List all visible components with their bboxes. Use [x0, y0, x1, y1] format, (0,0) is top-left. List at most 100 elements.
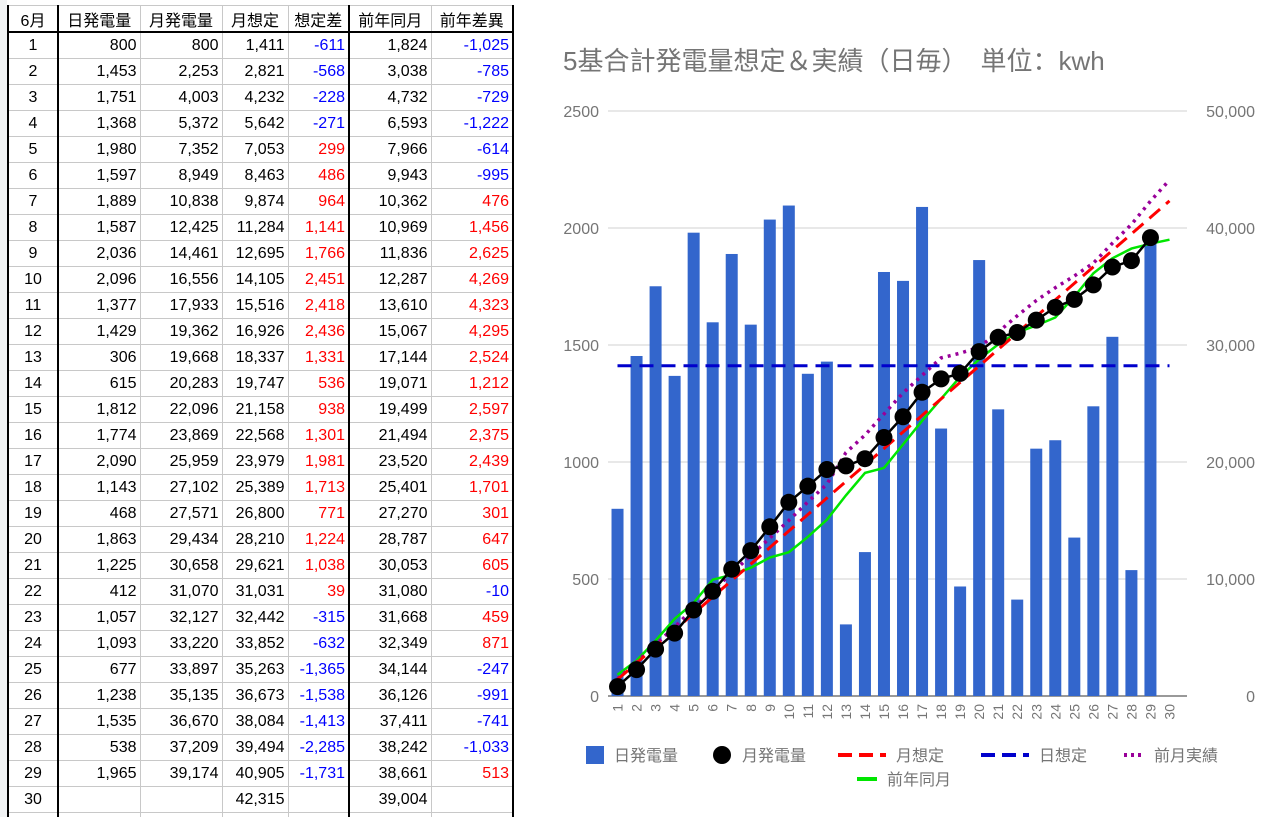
table-cell[interactable]: 2,625	[430, 240, 514, 267]
table-cell[interactable]: -632	[287, 630, 350, 657]
table-cell[interactable]: 17,933	[139, 292, 223, 319]
table-cell[interactable]: 14,105	[221, 266, 289, 293]
table-cell[interactable]: 1,701	[430, 474, 514, 501]
table-cell[interactable]: 2,418	[287, 292, 350, 319]
table-cell[interactable]: 38,661	[348, 760, 432, 787]
table-cell[interactable]: 4	[7, 110, 59, 137]
table-cell[interactable]: 12,425	[139, 214, 223, 241]
table-cell[interactable]: 800	[57, 31, 141, 59]
table-cell[interactable]: 22,096	[139, 396, 223, 423]
table-cell[interactable]: 1,368	[57, 110, 141, 137]
table-cell[interactable]: 1,141	[287, 214, 350, 241]
table-cell[interactable]: 29,621	[221, 552, 289, 579]
table-cell[interactable]: 39,004	[348, 786, 432, 813]
table-cell[interactable]: 1,812	[57, 396, 141, 423]
table-cell[interactable]: 4,269	[430, 266, 514, 293]
table-cell[interactable]: 3,038	[348, 58, 432, 85]
table-cell[interactable]: 29	[7, 760, 59, 787]
table-cell[interactable]: 1,238	[57, 682, 141, 709]
table-cell[interactable]: 871	[430, 630, 514, 657]
table-cell[interactable]: 1,965	[57, 760, 141, 787]
table-cell[interactable]: 1	[7, 31, 59, 59]
table-cell[interactable]: 16,556	[139, 266, 223, 293]
table-cell[interactable]: 2,451	[287, 266, 350, 293]
table-cell[interactable]: 2,090	[57, 448, 141, 475]
table-cell[interactable]: 22	[7, 578, 59, 605]
table-cell[interactable]: 17	[7, 448, 59, 475]
table-cell[interactable]: 39	[287, 578, 350, 605]
table-cell[interactable]: 10,969	[348, 214, 432, 241]
table-cell[interactable]: 2,253	[139, 58, 223, 85]
table-cell[interactable]: 2,375	[430, 422, 514, 449]
table-cell[interactable]: 1,889	[57, 188, 141, 215]
table-cell[interactable]: 30,658	[139, 552, 223, 579]
table-cell[interactable]: 1,980	[57, 136, 141, 163]
table-cell[interactable]: 299	[287, 136, 350, 163]
table-cell[interactable]: -2,285	[287, 734, 350, 761]
table-cell[interactable]: 468	[57, 500, 141, 527]
table-cell[interactable]: 647	[430, 526, 514, 553]
table-cell[interactable]: 14	[7, 370, 59, 397]
table-cell[interactable]: 1,057	[57, 604, 141, 631]
table-cell[interactable]: 25,389	[221, 474, 289, 501]
table-cell[interactable]: 7,053	[221, 136, 289, 163]
table-cell[interactable]: 35,263	[221, 656, 289, 683]
table-cell[interactable]	[139, 812, 223, 817]
table-cell[interactable]: 23	[7, 604, 59, 631]
table-cell[interactable]: 26,800	[221, 500, 289, 527]
table-cell[interactable]: 1,225	[57, 552, 141, 579]
table-cell[interactable]: 8,949	[139, 162, 223, 189]
table-cell[interactable]: -729	[430, 84, 514, 111]
table-cell[interactable]: 15	[7, 396, 59, 423]
table-cell[interactable]: 1,751	[57, 84, 141, 111]
table-cell[interactable]: 15,067	[348, 318, 432, 345]
table-cell[interactable]: -1,222	[430, 110, 514, 137]
table-cell[interactable]: 28	[7, 734, 59, 761]
table-cell[interactable]: 12,287	[348, 266, 432, 293]
table-cell[interactable]: 7,966	[348, 136, 432, 163]
table-cell[interactable]: 42,315	[221, 786, 289, 813]
table-cell[interactable]: 5,642	[221, 110, 289, 137]
table-cell[interactable]: 2,036	[57, 240, 141, 267]
table-cell[interactable]: 9	[7, 240, 59, 267]
table-cell[interactable]: 32,349	[348, 630, 432, 657]
table-cell[interactable]: -1,731	[287, 760, 350, 787]
table-cell[interactable]: 1,453	[57, 58, 141, 85]
table-cell[interactable]: 1,093	[57, 630, 141, 657]
table-cell[interactable]: -785	[430, 58, 514, 85]
table-cell[interactable]: 2	[7, 58, 59, 85]
table-cell[interactable]	[57, 812, 141, 817]
table-cell[interactable]: 36,670	[139, 708, 223, 735]
table-cell[interactable]: 26	[7, 682, 59, 709]
table-cell[interactable]: 4,323	[430, 292, 514, 319]
table-cell[interactable]: 25,401	[348, 474, 432, 501]
table-cell[interactable]: 1,587	[57, 214, 141, 241]
table-cell[interactable]: -995	[430, 162, 514, 189]
table-cell[interactable]: -1,365	[287, 656, 350, 683]
table-cell[interactable]: 23,869	[139, 422, 223, 449]
table-cell[interactable]: 1,774	[57, 422, 141, 449]
table-cell[interactable]: 2,436	[287, 318, 350, 345]
table-cell[interactable]: 4,232	[221, 84, 289, 111]
table-cell[interactable]: 1,143	[57, 474, 141, 501]
table-cell[interactable]: 33,897	[139, 656, 223, 683]
table-cell[interactable]	[430, 786, 514, 813]
table-cell[interactable]: 1,766	[287, 240, 350, 267]
table-cell[interactable]: -991	[430, 682, 514, 709]
table-cell[interactable]: 10	[7, 266, 59, 293]
table-cell[interactable]: 24	[7, 630, 59, 657]
table-cell[interactable]: -611	[287, 31, 350, 59]
table-cell[interactable]: 13,610	[348, 292, 432, 319]
table-cell[interactable]: 6	[7, 162, 59, 189]
table-cell[interactable]: 605	[430, 552, 514, 579]
table-cell[interactable]: 677	[57, 656, 141, 683]
table-cell[interactable]: 5	[7, 136, 59, 163]
table-cell[interactable]: 306	[57, 344, 141, 371]
table-cell[interactable]: 2,096	[57, 266, 141, 293]
table-cell[interactable]: 27	[7, 708, 59, 735]
table-cell[interactable]: 12	[7, 318, 59, 345]
table-cell[interactable]: 1,456	[430, 214, 514, 241]
table-cell[interactable]: 11,284	[221, 214, 289, 241]
table-cell[interactable]: 1,597	[57, 162, 141, 189]
table-cell[interactable]	[139, 786, 223, 813]
